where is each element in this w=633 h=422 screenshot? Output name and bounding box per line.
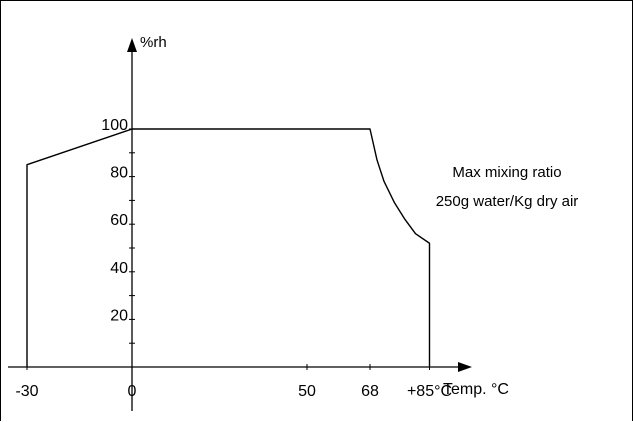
series-layer — [26, 128, 431, 367]
x-tick-label: +85°C — [407, 383, 452, 400]
x-tick-label: -30 — [15, 383, 38, 400]
tick-layer: -30 0 50 68 +85°C 20 40 60 80 100 — [15, 117, 452, 400]
y-tick-label: 100 — [101, 117, 128, 134]
operating-range-outline — [26, 128, 431, 367]
y-tick-label: 80 — [110, 165, 128, 182]
x-tick-label: 68 — [361, 383, 379, 400]
y-tick-label: 20 — [110, 307, 128, 324]
y-tick-label: 60 — [110, 212, 128, 229]
annotation-line-1: Max mixing ratio — [452, 164, 561, 181]
x-axis-label: Temp. °C — [443, 381, 509, 398]
axes — [8, 38, 472, 411]
y-axis-arrowhead — [127, 38, 137, 52]
y-axis-label: %rh — [140, 34, 167, 51]
x-tick-label: 50 — [298, 383, 316, 400]
x-axis-arrowhead — [458, 362, 472, 372]
annotation-line-2: 250g water/Kg dry air — [436, 193, 579, 210]
x-tick-label: 0 — [128, 383, 137, 400]
y-tick-label: 40 — [110, 260, 128, 277]
